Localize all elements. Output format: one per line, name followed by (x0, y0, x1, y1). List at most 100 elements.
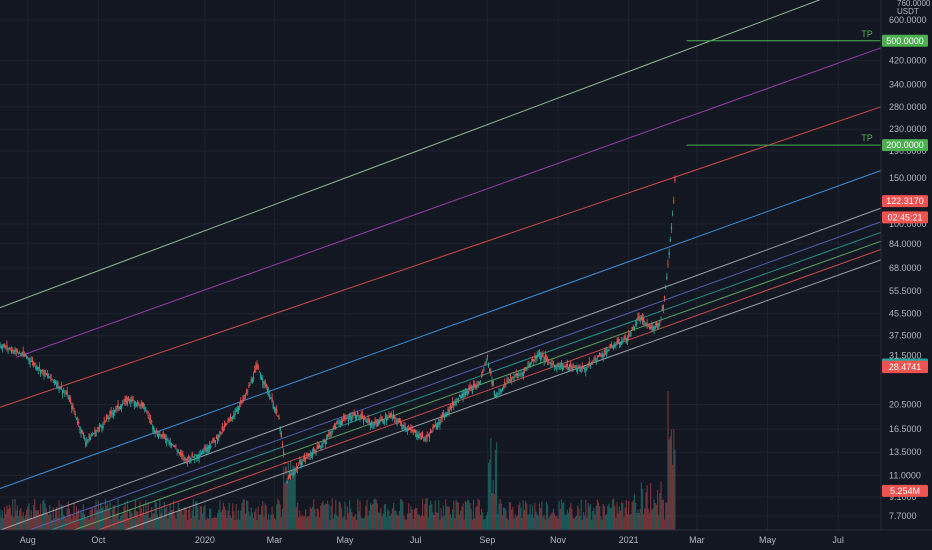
volume-bar (463, 519, 465, 530)
volume-bar (345, 519, 347, 530)
price-axis[interactable]: 600.0000 420.0000 340.0000 280.0000 230.0000… (889, 15, 927, 521)
candle-body (136, 402, 138, 406)
candle-body (662, 304, 664, 309)
volume-bar (406, 513, 409, 530)
volume-bar (350, 508, 352, 530)
volume-bar (599, 505, 601, 530)
price-axis-header-value: 760.0000 (897, 0, 931, 8)
volume-bar (183, 507, 185, 530)
price-badge: 28.4741 (889, 362, 922, 372)
volume-bar (432, 512, 434, 530)
candle-body (544, 354, 546, 359)
candle-body (668, 251, 670, 255)
channel-line[interactable] (0, 170, 882, 490)
candle-body (17, 352, 20, 354)
candle-body (368, 419, 370, 423)
candle-body (596, 357, 598, 359)
price-tick-label: 9.1000 (889, 492, 917, 502)
volume-bar (624, 507, 626, 530)
volume-bar (219, 500, 221, 530)
candle-body (652, 326, 654, 331)
volume-bar (578, 508, 580, 530)
volume-bar (490, 437, 492, 530)
candle-body (22, 350, 24, 356)
channel-line[interactable] (0, 207, 882, 531)
volume-bar (276, 504, 278, 530)
candle-body (51, 378, 53, 380)
candle-body (327, 435, 329, 437)
volume-bar (601, 519, 603, 530)
candle-body (619, 341, 622, 345)
candle-body (511, 378, 513, 382)
candle-body (223, 424, 226, 428)
candle-body (215, 435, 218, 439)
volume-bar (199, 506, 201, 530)
candle-body (501, 388, 504, 392)
volume-bar (471, 519, 473, 530)
volume-bar (170, 510, 172, 530)
channel-line[interactable] (0, 106, 882, 408)
candle-body (293, 471, 295, 475)
candle-body (388, 415, 390, 418)
candle-body (76, 420, 79, 424)
candle-body (330, 432, 332, 437)
volume-bar (14, 498, 16, 530)
candle-body (454, 402, 456, 404)
volume-bar (426, 498, 428, 530)
target-price-badge-bg (882, 139, 928, 152)
volume-bar (140, 508, 142, 530)
channel-line[interactable] (16, 47, 882, 358)
candle-body (424, 437, 426, 441)
volume-bar (71, 518, 73, 530)
candle-body (459, 395, 461, 397)
volume-bar (445, 499, 447, 530)
candle-body (672, 213, 674, 215)
volume-bar (542, 517, 544, 530)
candle-body (365, 420, 367, 422)
candle-body (160, 435, 162, 437)
channel-line[interactable] (0, 240, 882, 550)
candle-body (74, 414, 76, 416)
volume-bar (100, 502, 102, 530)
candle-body (197, 454, 199, 459)
candle-body (292, 473, 294, 475)
target-label: TP (861, 133, 873, 143)
volume-bar (460, 510, 462, 530)
candle-body (597, 355, 600, 357)
volume-bar (291, 479, 293, 530)
candle-body (54, 381, 57, 384)
channel-line[interactable] (0, 248, 882, 550)
candle-body (496, 395, 498, 397)
candle-body (584, 368, 586, 370)
channel-line[interactable] (0, 231, 882, 549)
candle-body (161, 434, 163, 437)
candle-body (89, 437, 91, 441)
candle-body (152, 425, 154, 430)
volume-bar (351, 512, 353, 530)
price-tick-label: 16.5000 (889, 424, 922, 434)
volume-bar (333, 513, 336, 530)
candle-body (485, 361, 487, 363)
volume-bar (247, 500, 249, 530)
candle-body (133, 401, 135, 407)
candle-body (192, 456, 194, 458)
volume-bar (593, 507, 595, 530)
candle-body (20, 353, 22, 355)
candle-body (404, 426, 406, 430)
candle-body (647, 325, 649, 327)
volume-bar (395, 510, 397, 530)
price-tick-label: 84.0000 (889, 239, 922, 249)
candle-body (198, 454, 200, 459)
volume-bar (233, 511, 235, 530)
time-axis[interactable]: Aug Oct 2020 Mar May Jul Sep Nov 2021 Mar May Jul (20, 535, 844, 545)
volume-bar (464, 500, 466, 530)
channel-line[interactable] (0, 221, 882, 542)
candle-body (402, 424, 404, 429)
candle-body (463, 392, 465, 396)
candle-body (660, 316, 662, 318)
volume-bar (571, 508, 573, 530)
candle-body (468, 387, 470, 391)
candle-body (336, 420, 338, 425)
candle-body (140, 402, 142, 406)
